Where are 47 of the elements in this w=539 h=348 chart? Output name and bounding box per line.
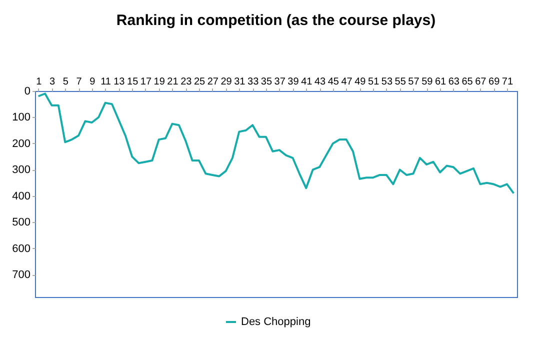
x-tick-label: 41 [301, 76, 313, 88]
x-tick-label: 49 [354, 76, 366, 88]
x-tick-label: 25 [194, 76, 206, 88]
x-tick-label: 53 [381, 76, 393, 88]
x-tick-label: 43 [314, 76, 326, 88]
chart-title: Ranking in competition (as the course plays) [116, 12, 436, 29]
x-tick-label: 37 [274, 76, 286, 88]
x-tick-label: 67 [475, 76, 487, 88]
y-tick-label: 200 [12, 138, 30, 150]
x-tick-label: 33 [248, 76, 260, 88]
x-tick-label: 47 [341, 76, 353, 88]
x-tick-label: 69 [488, 76, 500, 88]
x-tick-label: 27 [207, 76, 219, 88]
y-tick-label: 700 [12, 269, 30, 282]
legend-label: Des Chopping [241, 316, 311, 328]
x-tick-label: 45 [328, 76, 340, 88]
x-tick-label: 9 [90, 76, 96, 88]
x-tick-label: 31 [234, 76, 246, 88]
x-tick-label: 65 [462, 76, 474, 88]
y-tick-label: 400 [12, 190, 30, 202]
x-tick-label: 55 [394, 76, 406, 88]
x-tick-label: 15 [127, 76, 139, 88]
x-tick-label: 51 [368, 76, 380, 88]
x-tick-label: 17 [140, 76, 152, 88]
x-tick-label: 63 [448, 76, 460, 88]
x-tick-label: 3 [49, 76, 56, 88]
x-tick-label: 29 [220, 76, 232, 88]
x-tick-label: 21 [167, 76, 179, 88]
x-tick-label: 19 [154, 76, 166, 88]
x-tick-label: 57 [408, 76, 420, 88]
x-tick-label: 61 [434, 76, 447, 88]
x-tick-label: 7 [76, 76, 82, 88]
y-tick-label: 100 [12, 112, 30, 124]
x-tick-label: 11 [100, 76, 112, 88]
x-tick-label: 35 [260, 76, 272, 88]
x-tick-label: 59 [422, 76, 434, 88]
y-tick-label: 600 [12, 242, 30, 255]
line-series [37, 92, 515, 194]
x-tick-label: 1 [36, 76, 42, 88]
y-tick-label: 300 [12, 164, 30, 176]
x-tick-label: 13 [114, 76, 126, 88]
x-tick-label: 71 [502, 76, 514, 88]
x-tick-label: 39 [288, 76, 300, 88]
y-tick-label: 0 [24, 86, 30, 98]
x-tick-label: 23 [180, 76, 192, 88]
y-tick-label: 500 [12, 216, 30, 229]
x-tick-label: 5 [62, 76, 69, 88]
